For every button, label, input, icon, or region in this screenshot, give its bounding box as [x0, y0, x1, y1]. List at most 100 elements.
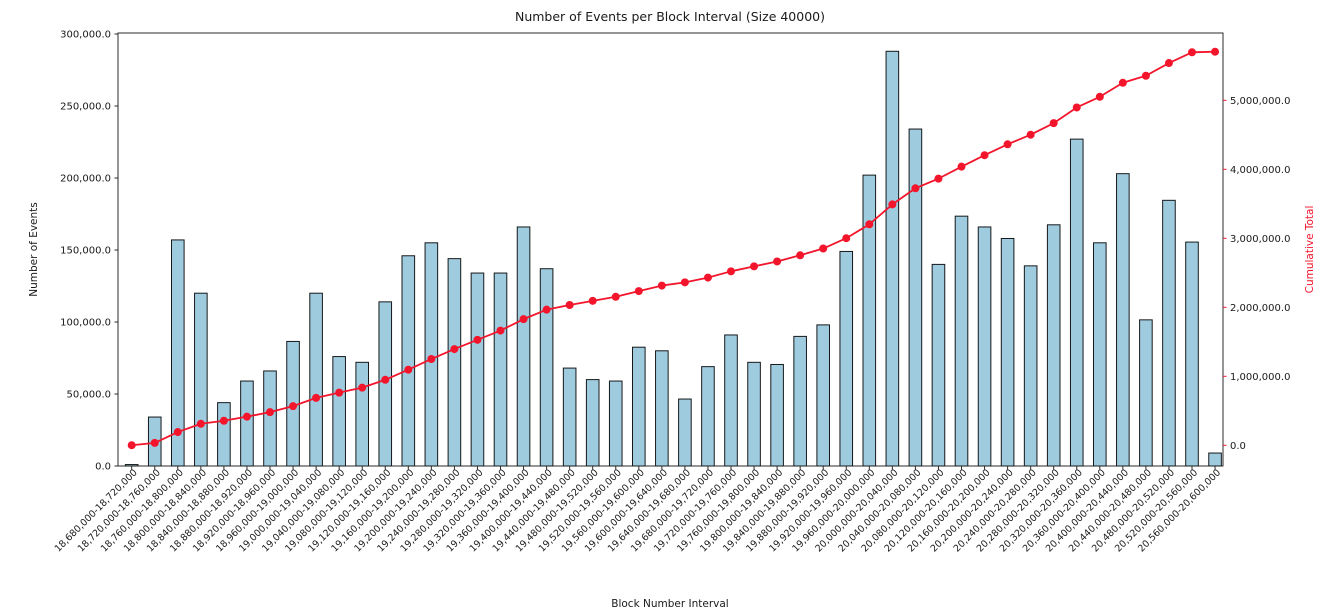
cumulative-point [496, 326, 505, 335]
cumulative-point [703, 273, 712, 282]
y-tick-label-right: 2,000,000.0 [1230, 303, 1290, 314]
y-tick-label-left: 200,000.0 [60, 174, 111, 185]
bar [263, 370, 277, 467]
cumulative-point [842, 234, 851, 243]
cumulative-point [888, 200, 897, 209]
cumulative-point [358, 383, 367, 392]
bar [217, 402, 231, 467]
y-tick-label-left: 150,000.0 [60, 246, 111, 257]
cumulative-point [196, 419, 205, 428]
y-tick-label-right: 5,000,000.0 [1230, 96, 1290, 107]
cumulative-point [796, 251, 805, 260]
bar [516, 226, 531, 467]
bar [701, 366, 715, 467]
y-tick-label-right: 1,000,000.0 [1230, 372, 1290, 383]
cumulative-point [611, 292, 620, 301]
bar [655, 350, 669, 467]
cumulative-point [335, 388, 344, 397]
cumulative-point [542, 305, 551, 314]
bar [309, 292, 323, 467]
cumulative-point [773, 257, 782, 266]
cumulative-line [131, 50, 1216, 447]
y-axis-title-right: Cumulative Total [1304, 206, 1316, 294]
bar [862, 174, 877, 467]
cumulative-point [404, 365, 413, 374]
bar [908, 128, 923, 467]
cumulative-point [565, 300, 574, 309]
cumulative-point [819, 244, 828, 253]
y-tick-label-right: 3,000,000.0 [1230, 234, 1290, 245]
y-axis-title-left: Number of Events [28, 202, 40, 297]
cumulative-point [727, 267, 735, 276]
bar [678, 398, 692, 467]
bar [1000, 237, 1015, 467]
bar [447, 258, 462, 467]
cumulative-point [427, 355, 436, 364]
bar [793, 335, 807, 467]
cumulative-point [911, 184, 920, 193]
bar [770, 363, 784, 467]
cumulative-point [219, 416, 228, 425]
bar [240, 380, 254, 467]
bar [1093, 242, 1107, 467]
bar [470, 272, 485, 467]
chart-title: Number of Events per Block Interval (Siz… [515, 9, 825, 24]
bar [124, 464, 139, 467]
cumulative-point [865, 220, 874, 229]
cumulative-point [1095, 92, 1104, 101]
cumulative-point [980, 151, 989, 160]
cumulative-point [1141, 71, 1150, 80]
bar [608, 380, 623, 467]
bar [954, 215, 969, 467]
bar [1116, 173, 1130, 467]
bar [977, 226, 992, 467]
cumulative-point [173, 428, 182, 437]
bar [1208, 452, 1222, 467]
bar [194, 292, 208, 467]
cumulative-point [1072, 103, 1081, 112]
y-tick-label-left: 0.0 [95, 462, 111, 473]
cumulative-point [1188, 48, 1196, 57]
bar [424, 242, 439, 467]
y-tick-label-right: 0.0 [1230, 441, 1246, 452]
cumulative-point [657, 281, 666, 290]
y-tick-label-left: 100,000.0 [60, 318, 111, 329]
cumulative-point [1049, 119, 1058, 128]
cumulative-point [1211, 47, 1220, 56]
bar [562, 367, 577, 467]
y-tick-label-left: 250,000.0 [60, 102, 111, 113]
bar [1046, 224, 1061, 467]
bar [816, 324, 831, 467]
bar [539, 268, 554, 467]
bar [401, 255, 416, 467]
bar [355, 361, 369, 467]
cumulative-point [680, 278, 689, 287]
bar [839, 250, 854, 467]
cumulative-point [381, 375, 390, 384]
bar [885, 50, 900, 467]
bar [493, 272, 508, 467]
bar [1185, 241, 1199, 467]
cumulative-point [150, 438, 159, 447]
bar [1139, 319, 1153, 467]
bar [1162, 199, 1176, 467]
cumulative-point [934, 174, 943, 183]
cumulative-point [1164, 59, 1173, 68]
bar [332, 356, 346, 467]
cumulative-point [312, 393, 321, 402]
cumulative-point [588, 296, 597, 305]
cumulative-point [957, 162, 966, 171]
bar [931, 263, 946, 467]
cumulative-point [1118, 78, 1127, 87]
y-tick-label-right: 4,000,000.0 [1230, 165, 1290, 176]
cumulative-point [1026, 130, 1035, 139]
cumulative-point [127, 441, 136, 450]
bar [1023, 265, 1038, 467]
bar [378, 301, 393, 467]
cumulative-point [750, 262, 759, 271]
bar [632, 346, 646, 467]
cumulative-point [289, 402, 298, 411]
